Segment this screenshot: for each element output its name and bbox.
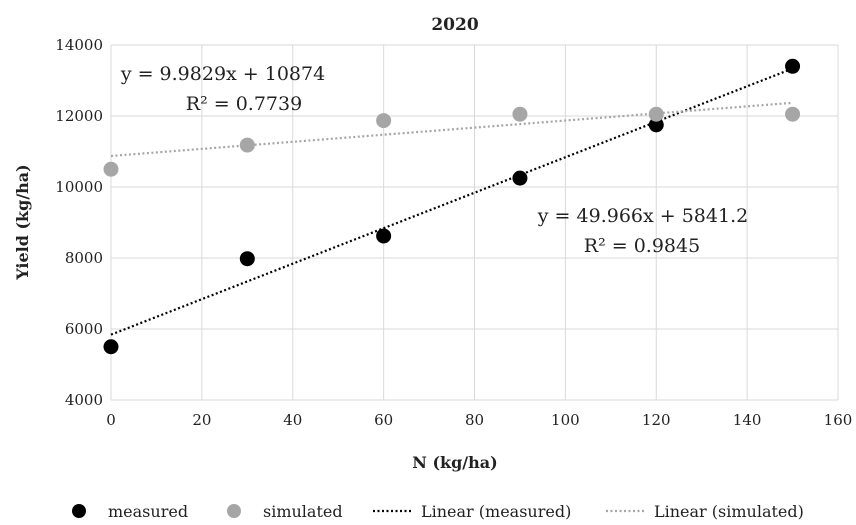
chart-title: 2020 — [431, 15, 478, 35]
measured-point — [648, 117, 664, 133]
simulated-point — [239, 137, 255, 153]
simulated-point — [376, 113, 392, 129]
x-tick-label: 100 — [551, 411, 580, 429]
legend-linear-measured-label: Linear (measured) — [421, 502, 571, 520]
simulated-point — [512, 106, 528, 122]
y-tick-label: 14000 — [55, 36, 103, 54]
x-axis-title: N (kg/ha) — [412, 453, 497, 472]
measured-point — [103, 339, 119, 355]
simulated-point — [103, 161, 119, 177]
x-tick-label: 0 — [106, 411, 116, 429]
simulated-point — [785, 106, 801, 122]
simulated-point — [648, 106, 664, 122]
trendlines — [110, 67, 793, 336]
legend-simulated-marker — [227, 504, 241, 518]
trendline-simulated — [110, 101, 793, 158]
legend-measured-label: measured — [108, 502, 188, 520]
x-tick-label: 20 — [192, 411, 211, 429]
y-tick-label: 12000 — [55, 107, 103, 125]
measured-point — [239, 251, 255, 267]
legend-simulated-label: simulated — [263, 502, 343, 520]
x-tick-label: 140 — [733, 411, 762, 429]
legend-linear-simulated-label: Linear (simulated) — [654, 502, 804, 520]
x-tick-label: 60 — [374, 411, 393, 429]
y-tick-label: 8000 — [65, 249, 103, 267]
x-tick-label: 80 — [465, 411, 484, 429]
legend: measured simulated Linear (measured) Lin… — [72, 502, 804, 521]
y-tick-label: 4000 — [65, 391, 103, 409]
data-points — [103, 58, 801, 355]
y-axis-title: Yield (kg/ha) — [13, 164, 32, 281]
measured-point — [785, 58, 801, 74]
measured-r2-label: R² = 0.9845 — [584, 235, 700, 257]
gridlines — [110, 44, 839, 401]
measured-point — [376, 228, 392, 244]
x-tick-label: 120 — [642, 411, 671, 429]
x-tick-label: 160 — [824, 411, 853, 429]
legend-measured-marker — [72, 504, 86, 518]
y-tick-label: 6000 — [65, 320, 103, 338]
simulated-r2-label: R² = 0.7739 — [186, 93, 302, 115]
measured-point — [512, 170, 528, 186]
measured-equation-label: y = 49.966x + 5841.2 — [537, 205, 748, 227]
x-tick-label: 40 — [283, 411, 302, 429]
y-tick-label: 10000 — [55, 178, 103, 196]
trendline-measured — [110, 67, 793, 336]
tick-labels: 4000 6000 8000 10000 12000 14000 0 20 40 60 80 100 1… — [55, 36, 852, 429]
simulated-equation-label: y = 9.9829x + 10874 — [120, 63, 325, 85]
